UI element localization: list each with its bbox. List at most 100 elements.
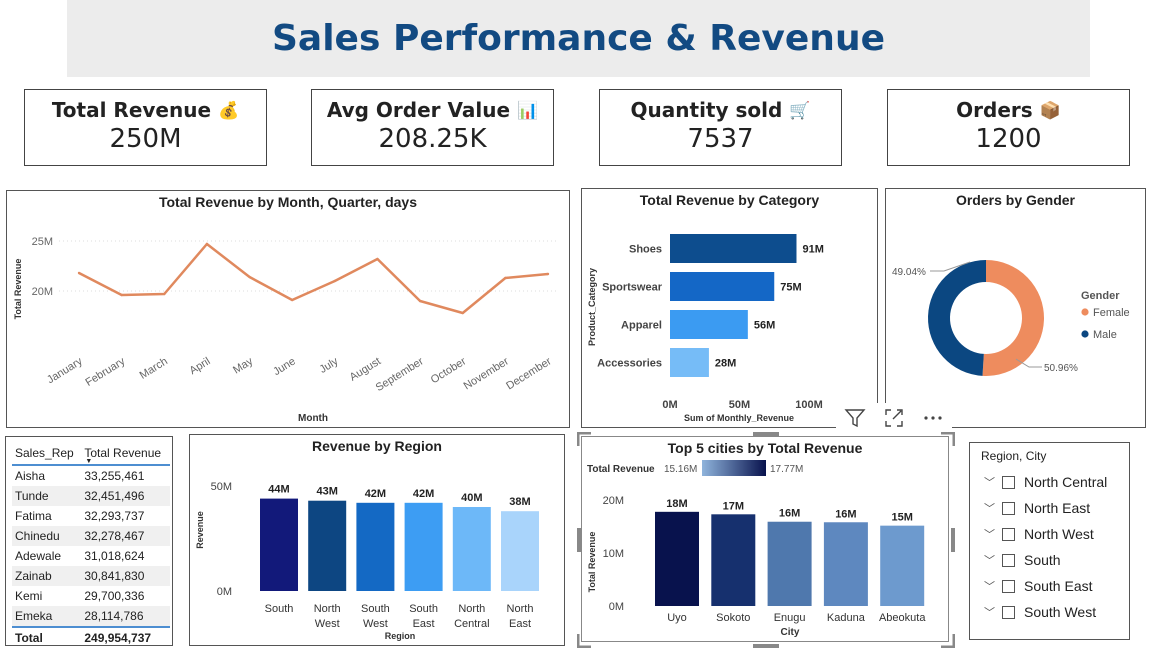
gender-chart-panel[interactable]: Orders by Gender 50.96% 49.04% Gender Femal… bbox=[885, 188, 1146, 428]
y-tick-label: 20M bbox=[603, 495, 624, 507]
chevron-down-icon[interactable]: ﹀ bbox=[984, 555, 995, 567]
gender-donut-chart: 50.96% 49.04% Gender Female Male bbox=[892, 260, 1130, 376]
chevron-down-icon[interactable]: ﹀ bbox=[984, 503, 995, 515]
data-point[interactable] bbox=[120, 293, 123, 297]
legend-label[interactable]: Female bbox=[1093, 307, 1130, 319]
slicer-item[interactable]: ﹀ North East bbox=[984, 495, 1129, 521]
chevron-down-icon[interactable]: ﹀ bbox=[984, 477, 995, 489]
kpi-card-total-revenue[interactable]: Total Revenue 💰 250M bbox=[24, 89, 267, 166]
category-bar[interactable] bbox=[670, 234, 797, 263]
selection-handles[interactable] bbox=[577, 432, 955, 648]
x-tick-label: East bbox=[413, 618, 435, 630]
data-point[interactable] bbox=[461, 311, 464, 315]
cities-chart-panel[interactable]: Top 5 cities by Total Revenue Total Reve… bbox=[581, 436, 949, 642]
data-point[interactable] bbox=[248, 275, 251, 279]
column-header-sales-rep[interactable]: Sales_Rep bbox=[12, 443, 82, 466]
column-header-total-revenue[interactable]: Total Revenue ▼ bbox=[81, 443, 170, 466]
data-point[interactable] bbox=[205, 242, 209, 246]
sales-rep-table[interactable]: Sales_Rep Total Revenue ▼ Aisha 33,255,461… bbox=[5, 436, 173, 648]
slicer-checkbox[interactable] bbox=[1002, 501, 1015, 515]
region-bar[interactable] bbox=[452, 507, 491, 591]
category-bar[interactable] bbox=[670, 310, 748, 339]
city-bar[interactable] bbox=[823, 522, 868, 606]
category-bar[interactable] bbox=[670, 272, 775, 301]
slicer-item[interactable]: ﹀ South bbox=[984, 547, 1129, 573]
x-tick-label: South bbox=[361, 603, 390, 615]
region-city-slicer[interactable]: Region, City ﹀ North Central ﹀ North East ﹀ N… bbox=[969, 442, 1130, 640]
line-chart-panel[interactable]: Total Revenue by Month, Quarter, days 20… bbox=[6, 190, 570, 428]
donut-slice[interactable] bbox=[928, 260, 986, 376]
slicer-checkbox[interactable] bbox=[1002, 605, 1015, 619]
data-label: 56M bbox=[754, 320, 775, 332]
city-bar[interactable] bbox=[767, 521, 812, 606]
data-point[interactable] bbox=[333, 279, 337, 283]
x-tick-label: Kaduna bbox=[827, 612, 866, 624]
data-point[interactable] bbox=[77, 271, 81, 275]
chevron-down-icon[interactable]: ﹀ bbox=[984, 529, 995, 541]
data-point[interactable] bbox=[546, 272, 550, 276]
region-bar[interactable] bbox=[356, 502, 395, 591]
region-bar[interactable] bbox=[404, 502, 443, 591]
data-point[interactable] bbox=[163, 292, 166, 296]
table-row[interactable]: Chinedu 32,278,467 bbox=[12, 526, 170, 546]
chevron-down-icon[interactable]: ﹀ bbox=[984, 607, 995, 619]
kpi-label: Orders bbox=[956, 98, 1033, 122]
kpi-value: 208.25K bbox=[378, 124, 487, 154]
city-bar[interactable] bbox=[711, 514, 756, 606]
table-row[interactable]: Zainab 30,841,830 bbox=[12, 566, 170, 586]
sales-rep-cell: Tunde bbox=[12, 486, 82, 506]
slicer-checkbox[interactable] bbox=[1002, 553, 1015, 567]
data-point[interactable] bbox=[290, 298, 294, 302]
slicer-checkbox[interactable] bbox=[1002, 579, 1015, 593]
data-label: 17M bbox=[723, 500, 744, 512]
table-row[interactable]: Fatima 32,293,737 bbox=[12, 506, 170, 526]
x-tick-label: February bbox=[84, 355, 128, 389]
city-bar[interactable] bbox=[655, 511, 699, 606]
data-point[interactable] bbox=[376, 257, 379, 261]
category-bar[interactable] bbox=[670, 348, 709, 377]
legend-label[interactable]: Male bbox=[1093, 329, 1117, 341]
x-tick-label: Uyo bbox=[667, 612, 687, 624]
series-line[interactable] bbox=[78, 242, 549, 315]
table-row[interactable]: Tunde 32,451,496 bbox=[12, 486, 170, 506]
data-point[interactable] bbox=[504, 276, 507, 280]
kpi-card-quantity-sold[interactable]: Quantity sold 🛒 7537 bbox=[599, 89, 842, 166]
x-tick-label: North bbox=[507, 603, 534, 615]
region-bar[interactable] bbox=[501, 511, 539, 591]
x-tick-label: Abeokuta bbox=[879, 612, 926, 624]
region-bar[interactable] bbox=[260, 498, 298, 591]
table-row[interactable]: Aisha 33,255,461 bbox=[12, 465, 170, 486]
slicer-item[interactable]: ﹀ South East bbox=[984, 573, 1129, 599]
x-axis-title: Region bbox=[385, 631, 416, 641]
more-options-icon[interactable] bbox=[921, 406, 945, 430]
chart-title: Revenue by Region bbox=[312, 438, 442, 454]
table-row[interactable]: Kemi 29,700,336 bbox=[12, 586, 170, 606]
leader-line bbox=[1015, 358, 1042, 368]
data-point[interactable] bbox=[418, 299, 422, 303]
category-chart-panel[interactable]: Total Revenue by Category Shoes 91M Sports… bbox=[581, 188, 878, 428]
region-chart-panel[interactable]: Revenue by Region 0M 50M 44M South 43M North W… bbox=[189, 434, 565, 646]
slicer-item[interactable]: ﹀ South West bbox=[984, 599, 1129, 625]
kpi-card-orders[interactable]: Orders 📦 1200 bbox=[887, 89, 1130, 166]
city-bar[interactable] bbox=[880, 525, 925, 606]
table-row[interactable]: Adewale 31,018,624 bbox=[12, 546, 170, 566]
slicer-checkbox[interactable] bbox=[1002, 527, 1015, 541]
focus-mode-icon[interactable] bbox=[882, 406, 906, 430]
x-tick-label: Sokoto bbox=[716, 612, 750, 624]
slice-data-label: 50.96% bbox=[1044, 363, 1078, 374]
region-bar[interactable] bbox=[308, 500, 347, 591]
filter-icon[interactable] bbox=[843, 406, 867, 430]
total-label: Total bbox=[12, 626, 82, 648]
chevron-down-icon[interactable]: ﹀ bbox=[984, 581, 995, 593]
kpi-card-avg-order-value[interactable]: Avg Order Value 📊 208.25K bbox=[311, 89, 554, 166]
x-axis-title: Sum of Monthly_Revenue bbox=[684, 413, 794, 423]
slicer-item[interactable]: ﹀ North Central bbox=[984, 469, 1129, 495]
x-tick-label: Enugu bbox=[774, 612, 806, 624]
y-tick-label: 20M bbox=[32, 286, 53, 298]
slicer-item[interactable]: ﹀ North West bbox=[984, 521, 1129, 547]
table-row[interactable]: Emeka 28,114,786 bbox=[12, 606, 170, 627]
slicer-checkbox[interactable] bbox=[1002, 475, 1015, 489]
category-bar-chart: Shoes 91M Sportswear 75M Apparel 56M Accessori… bbox=[587, 234, 824, 423]
donut-slice[interactable] bbox=[982, 260, 1045, 376]
